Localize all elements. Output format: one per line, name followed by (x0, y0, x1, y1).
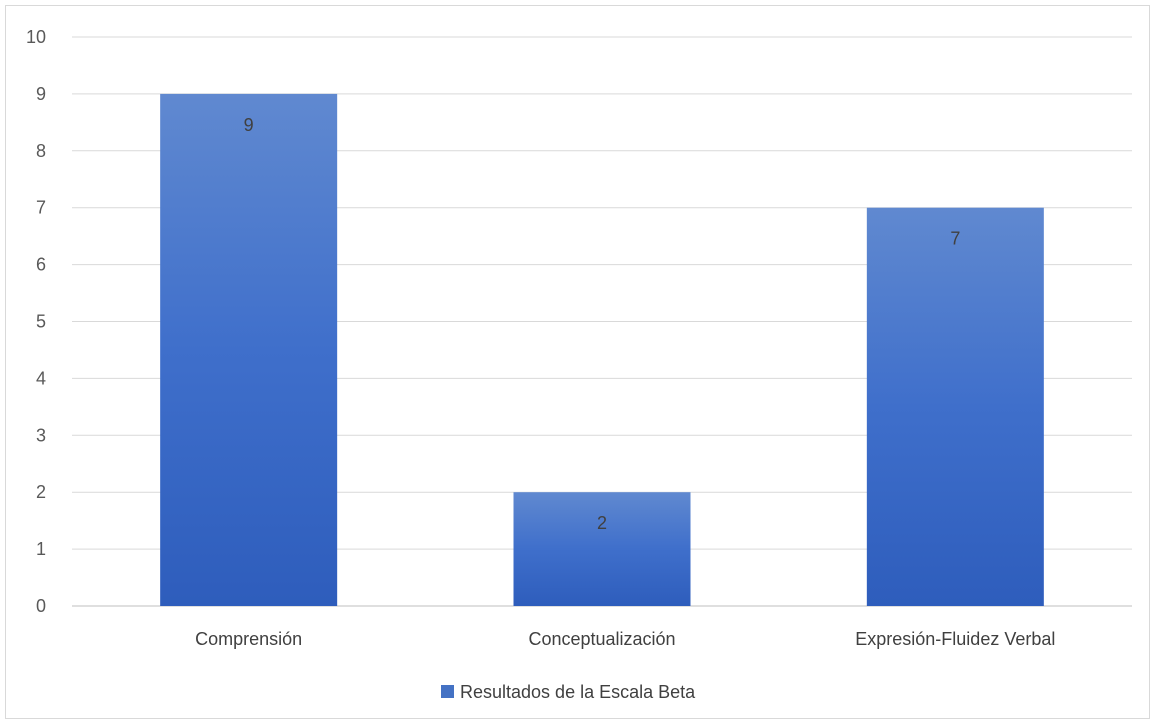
y-tick-label: 1 (36, 539, 46, 559)
y-tick-label: 10 (26, 27, 46, 47)
bar (513, 492, 691, 606)
bar-data-label: 7 (950, 229, 960, 249)
y-axis-ticks: 0 1 2 3 4 5 6 7 8 9 10 (26, 27, 46, 616)
y-tick-label: 8 (36, 141, 46, 161)
legend-label: Resultados de la Escala Beta (460, 682, 696, 702)
x-category-label: Conceptualización (528, 629, 675, 649)
y-tick-label: 3 (36, 425, 46, 445)
x-axis-categories: Comprensión Conceptualización Expresión-Fl… (195, 629, 1055, 649)
y-tick-label: 2 (36, 482, 46, 502)
bar-data-label: 9 (244, 115, 254, 135)
bars (160, 93, 1044, 606)
bar-data-label: 2 (597, 513, 607, 533)
y-tick-label: 6 (36, 255, 46, 275)
x-category-label: Comprensión (195, 629, 302, 649)
y-tick-label: 9 (36, 84, 46, 104)
x-category-label: Expresión-Fluidez Verbal (855, 629, 1055, 649)
legend: Resultados de la Escala Beta (441, 682, 696, 702)
data-labels: 9 2 7 (244, 115, 961, 533)
y-tick-label: 7 (36, 198, 46, 218)
y-tick-label: 0 (36, 596, 46, 616)
bar (866, 207, 1044, 606)
legend-swatch (441, 685, 454, 698)
y-tick-label: 5 (36, 312, 46, 332)
bar (160, 93, 338, 606)
y-tick-label: 4 (36, 368, 46, 388)
